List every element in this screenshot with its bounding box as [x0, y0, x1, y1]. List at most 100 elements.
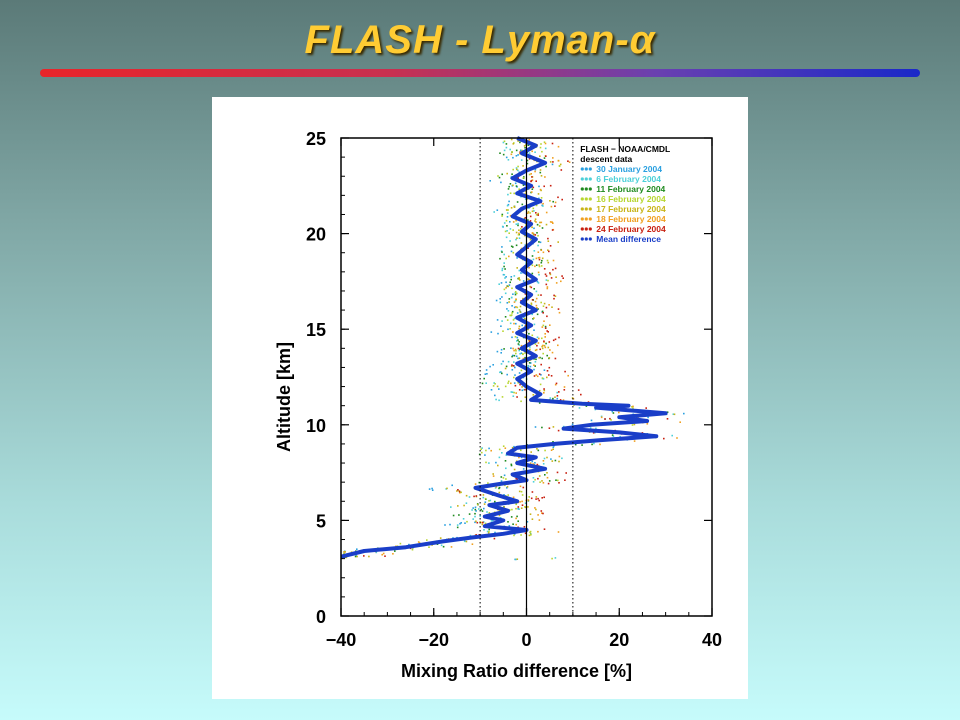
scatter-point	[538, 475, 541, 477]
scatter-point	[501, 213, 504, 216]
scatter-point	[519, 353, 521, 355]
scatter-point	[503, 140, 506, 143]
scatter-point	[530, 451, 532, 453]
scatter-point	[526, 521, 529, 523]
scatter-point	[466, 520, 468, 523]
scatter-point	[557, 429, 560, 432]
scatter-point	[498, 283, 500, 285]
title-divider	[40, 69, 920, 77]
scatter-point	[612, 435, 615, 437]
scatter-point	[548, 304, 550, 306]
scatter-point	[561, 457, 563, 460]
scatter-point	[508, 255, 510, 258]
scatter-point	[535, 221, 537, 223]
scatter-point	[481, 523, 484, 526]
scatter-point	[533, 250, 536, 252]
scatter-point	[495, 486, 498, 488]
scatter-point	[524, 146, 526, 149]
scatter-point	[456, 490, 458, 492]
scatter-point	[518, 309, 521, 311]
scatter-point	[506, 373, 508, 376]
scatter-point	[458, 490, 461, 493]
scatter-point	[543, 302, 546, 305]
scatter-point	[535, 374, 538, 376]
scatter-point	[611, 434, 614, 436]
scatter-point	[534, 300, 537, 303]
scatter-point	[507, 494, 509, 496]
scatter-point	[544, 346, 547, 349]
scatter-point	[534, 462, 536, 464]
scatter-point	[538, 264, 540, 266]
scatter-point	[555, 276, 557, 278]
scatter-point	[494, 394, 496, 397]
scatter-point	[363, 555, 365, 557]
scatter-point	[494, 531, 496, 534]
scatter-point	[524, 532, 527, 535]
scatter-point	[529, 462, 532, 464]
scatter-point	[497, 332, 499, 335]
scatter-point	[480, 448, 482, 450]
scatter-point	[518, 269, 521, 272]
scatter-point	[567, 160, 569, 162]
scatter-point	[517, 277, 519, 280]
scatter-point	[537, 477, 539, 480]
scatter-point	[517, 224, 519, 227]
scatter-point	[548, 374, 550, 376]
scatter-point	[507, 285, 510, 288]
scatter-point	[522, 184, 525, 186]
scatter-point	[534, 365, 536, 367]
scatter-point	[673, 413, 676, 416]
scatter-point	[426, 539, 428, 541]
scatter-point	[529, 212, 531, 214]
scatter-point	[513, 322, 515, 325]
scatter-point	[520, 490, 523, 493]
scatter-point	[534, 151, 536, 153]
scatter-point	[541, 227, 544, 229]
scatter-point	[541, 480, 543, 482]
scatter-point	[507, 188, 510, 190]
scatter-point	[515, 477, 517, 480]
scatter-point	[459, 522, 461, 525]
scatter-point	[631, 424, 634, 426]
scatter-point	[499, 371, 501, 374]
scatter-point	[446, 487, 448, 490]
scatter-point	[489, 365, 491, 368]
scatter-point	[537, 257, 540, 259]
scatter-point	[511, 391, 514, 393]
scatter-point	[490, 331, 493, 333]
scatter-point	[508, 232, 510, 234]
scatter-point	[541, 257, 544, 260]
scatter-point	[356, 555, 358, 558]
scatter-point	[514, 336, 517, 338]
scatter-point	[481, 382, 484, 385]
scatter-point	[549, 221, 552, 223]
scatter-point	[530, 173, 532, 175]
scatter-point	[498, 514, 501, 517]
scatter-point	[538, 357, 540, 359]
scatter-point	[535, 204, 538, 207]
scatter-point	[544, 325, 547, 328]
scatter-point	[537, 497, 539, 500]
scatter-point	[512, 293, 514, 295]
scatter-point	[547, 261, 550, 264]
scatter-point	[535, 212, 537, 214]
scatter-point	[512, 168, 514, 171]
scatter-point	[498, 487, 500, 490]
scatter-point	[518, 456, 520, 459]
scatter-point	[518, 344, 520, 346]
scatter-point	[543, 388, 545, 390]
scatter-point	[500, 480, 503, 482]
scatter-point	[537, 282, 540, 284]
scatter-point	[501, 267, 504, 270]
scatter-point	[474, 483, 477, 485]
scatter-point	[528, 266, 530, 269]
scatter-point	[428, 488, 431, 490]
scatter-point	[554, 205, 556, 207]
scatter-point	[494, 487, 497, 489]
scatter-point	[519, 311, 522, 313]
scatter-point	[557, 160, 560, 162]
legend-marker	[584, 227, 588, 231]
scatter-point	[533, 329, 535, 331]
scatter-point	[577, 389, 580, 391]
